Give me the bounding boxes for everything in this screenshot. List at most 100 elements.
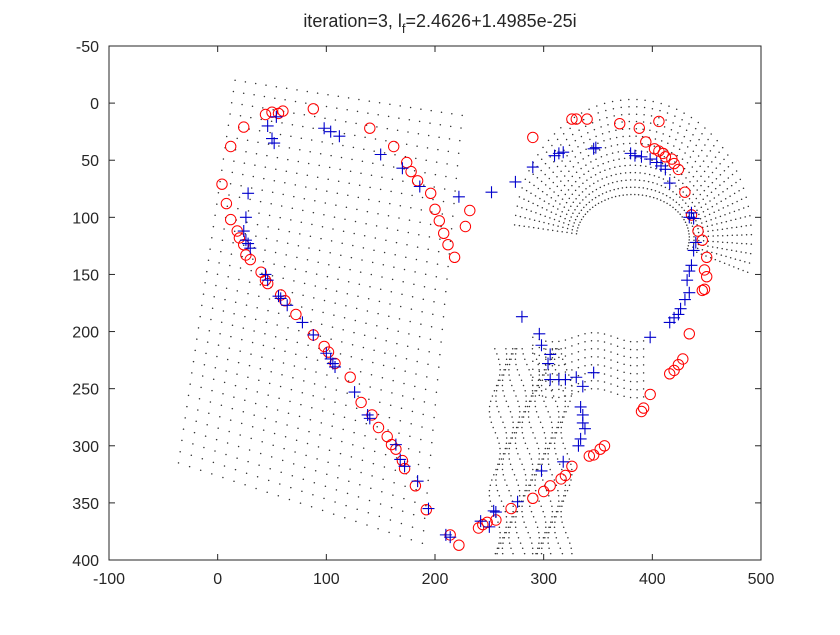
dot-center <box>498 410 500 413</box>
dot-left <box>280 205 283 207</box>
dot-right <box>638 186 640 189</box>
dot-center <box>514 358 517 360</box>
dot-right <box>579 202 581 204</box>
dot-right <box>674 161 676 163</box>
dot-center <box>494 552 497 555</box>
dot-right <box>745 252 747 254</box>
dot-center <box>510 547 512 550</box>
dot-left <box>448 253 451 255</box>
dot-center <box>532 392 534 394</box>
dot-left <box>451 113 453 115</box>
dot-right <box>549 156 551 158</box>
dot-right <box>712 229 714 232</box>
dot-center <box>545 358 547 360</box>
dot-left <box>220 321 223 324</box>
dot-left <box>303 114 306 116</box>
dot-right <box>544 173 546 176</box>
dot-right <box>684 152 686 154</box>
dot-left <box>245 304 248 306</box>
dot-left <box>355 407 358 410</box>
dot-center <box>544 453 547 455</box>
dot-left <box>220 250 222 253</box>
dot-left <box>211 389 213 392</box>
dot-left <box>247 210 250 212</box>
plus-marker <box>535 339 548 352</box>
dot-center <box>508 442 510 445</box>
dot-center <box>561 552 564 555</box>
dot-left <box>312 494 314 496</box>
dot-left <box>323 214 325 216</box>
dot-right <box>582 158 584 160</box>
dot-right <box>585 148 587 150</box>
dot-center <box>577 366 580 369</box>
circle-marker <box>238 121 250 133</box>
dot-left <box>392 166 395 168</box>
dot-center <box>555 516 557 518</box>
dot-right <box>610 145 613 147</box>
dot-center <box>521 510 523 513</box>
dot-left <box>239 350 241 352</box>
dot-right <box>636 98 638 101</box>
dot-center <box>603 373 606 375</box>
circle-marker <box>448 251 461 263</box>
dot-right <box>620 179 623 182</box>
dot-left <box>215 284 217 287</box>
dot-left <box>202 293 205 295</box>
dot-left <box>390 190 392 193</box>
dot-center <box>636 365 638 367</box>
dot-left <box>231 171 234 174</box>
dot-right <box>612 159 615 161</box>
circle-marker <box>672 359 685 371</box>
dot-right <box>525 189 528 192</box>
dot-left <box>321 225 324 228</box>
dot-center <box>539 379 542 381</box>
dot-right <box>650 166 652 169</box>
dot-right <box>730 184 733 187</box>
dot-left <box>242 327 245 329</box>
dot-left <box>234 468 237 471</box>
dot-center <box>497 463 499 466</box>
dot-left <box>374 337 377 339</box>
dot-left <box>233 313 235 315</box>
dot-left <box>214 367 217 369</box>
dot-right <box>630 193 632 196</box>
dot-center <box>497 521 499 523</box>
dot-right <box>580 135 583 138</box>
dot-left <box>232 241 234 244</box>
dot-right <box>722 191 724 193</box>
dot-left <box>393 266 395 268</box>
dot-center <box>570 547 572 550</box>
dot-center <box>498 374 501 376</box>
dot-right <box>591 199 594 201</box>
dot-center <box>538 453 541 455</box>
dot-center <box>534 489 537 492</box>
dot-center <box>519 421 521 423</box>
dot-left <box>268 382 271 385</box>
circle-marker <box>698 283 711 295</box>
dot-left <box>273 432 276 435</box>
dot-left <box>259 367 262 370</box>
dot-left <box>356 110 359 113</box>
dot-center <box>566 453 569 455</box>
dot-center <box>550 358 553 360</box>
dot-right <box>710 191 713 193</box>
dot-right <box>736 242 738 244</box>
circle-marker <box>244 253 257 266</box>
dot-right <box>688 123 690 125</box>
dot-right <box>629 186 632 188</box>
dot-left <box>412 513 415 516</box>
dot-right <box>643 106 646 109</box>
dot-left <box>423 184 425 186</box>
dot-left <box>372 361 374 364</box>
plus-marker <box>576 416 589 429</box>
dot-right <box>628 98 630 101</box>
dot-left <box>216 273 219 275</box>
plus-series <box>237 110 702 544</box>
dot-left <box>332 413 335 415</box>
dot-right <box>687 230 690 232</box>
dot-right <box>578 194 580 196</box>
title-subscript: f <box>402 21 406 36</box>
dot-left <box>438 136 440 138</box>
dot-center <box>545 372 547 374</box>
dot-left <box>379 288 382 290</box>
